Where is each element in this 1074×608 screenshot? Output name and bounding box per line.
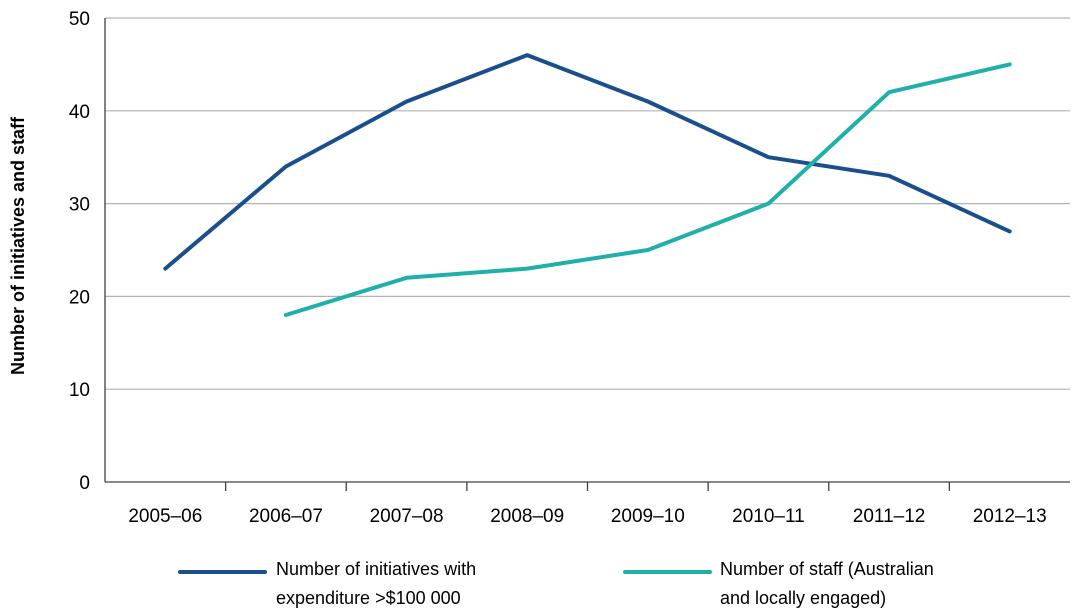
- series-line-1: [163, 53, 1012, 271]
- y-tick-label: 0: [79, 473, 90, 494]
- x-tick-label: 2012–13: [973, 506, 1047, 527]
- legend-label: expenditure >$100 000: [276, 588, 461, 608]
- tick-labels: 0 10 20 30 40 50 2005–06 2006–07 2007–08 2008–09 2…: [69, 9, 1047, 527]
- legend-label: and locally engaged): [720, 588, 886, 608]
- legend-label: Number of initiatives with: [276, 559, 476, 579]
- y-tick-label: 50: [69, 9, 90, 30]
- y-tick-label: 30: [69, 195, 90, 216]
- series-lines: [163, 53, 1012, 317]
- x-tick-label: 2008–09: [490, 506, 564, 527]
- series-line-2: [283, 62, 1012, 317]
- x-tick-label: 2006–07: [249, 506, 323, 527]
- x-tick-label: 2011–12: [853, 506, 926, 527]
- y-axis-label: Number of initiatives and staff: [8, 116, 28, 375]
- x-tick-label: 2005–06: [128, 506, 202, 527]
- legend: Number of initiatives with expenditure >$…: [178, 559, 934, 608]
- x-tick-label: 2007–08: [370, 506, 444, 527]
- x-tick-label: 2010–11: [732, 506, 805, 527]
- y-tick-label: 10: [69, 380, 90, 401]
- x-tick-label: 2009–10: [611, 506, 685, 527]
- y-tick-label: 20: [69, 287, 90, 308]
- gridlines: [105, 17, 1070, 390]
- y-tick-label: 40: [69, 102, 90, 123]
- axes: [104, 18, 1070, 491]
- legend-label: Number of staff (Australian: [720, 559, 934, 579]
